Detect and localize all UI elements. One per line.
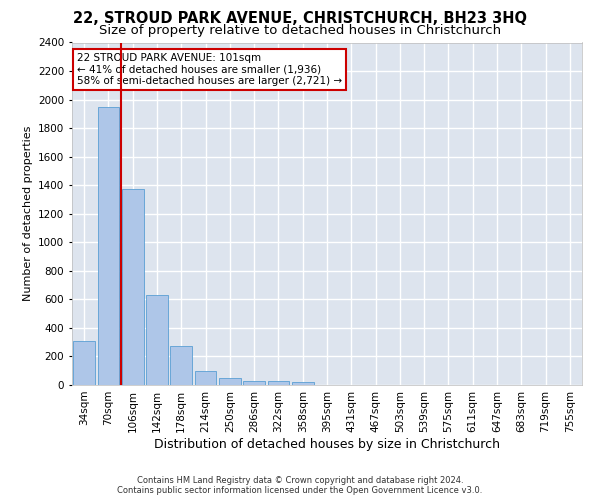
Text: Size of property relative to detached houses in Christchurch: Size of property relative to detached ho… xyxy=(99,24,501,37)
X-axis label: Distribution of detached houses by size in Christchurch: Distribution of detached houses by size … xyxy=(154,438,500,450)
Bar xyxy=(292,382,314,385)
Bar xyxy=(122,190,143,385)
Bar xyxy=(170,346,192,385)
Text: 22 STROUD PARK AVENUE: 101sqm
← 41% of detached houses are smaller (1,936)
58% o: 22 STROUD PARK AVENUE: 101sqm ← 41% of d… xyxy=(77,53,342,86)
Bar xyxy=(97,106,119,385)
Bar xyxy=(194,370,217,385)
Bar xyxy=(268,382,289,385)
Text: Contains HM Land Registry data © Crown copyright and database right 2024.
Contai: Contains HM Land Registry data © Crown c… xyxy=(118,476,482,495)
Bar xyxy=(219,378,241,385)
Text: 22, STROUD PARK AVENUE, CHRISTCHURCH, BH23 3HQ: 22, STROUD PARK AVENUE, CHRISTCHURCH, BH… xyxy=(73,11,527,26)
Y-axis label: Number of detached properties: Number of detached properties xyxy=(23,126,32,302)
Bar xyxy=(146,295,168,385)
Bar xyxy=(243,380,265,385)
Bar xyxy=(73,341,95,385)
